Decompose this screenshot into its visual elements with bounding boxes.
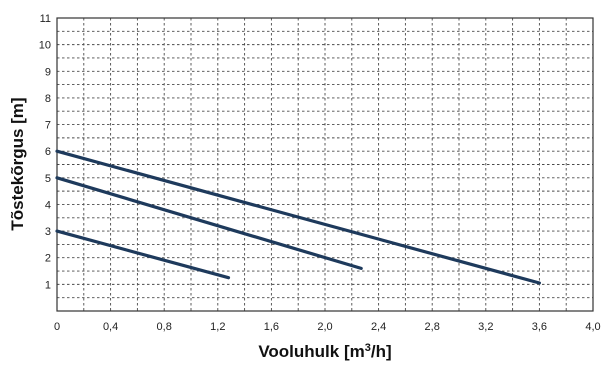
x-tick-label: 1,6 [264, 321, 279, 333]
series-group [55, 149, 542, 285]
pump-curve-line-3 [55, 149, 542, 285]
y-tick-label: 8 [45, 93, 51, 105]
y-tick-label: 1 [45, 279, 51, 291]
plot-frame [56, 17, 594, 312]
y-tick-label: 4 [45, 199, 51, 211]
y-axis-title: Tõstekõrgus [m] [8, 97, 27, 230]
y-tick-label: 11 [40, 13, 51, 25]
x-tick-label: 2,8 [425, 321, 440, 333]
x-tick-label: 1,2 [210, 321, 225, 333]
y-tick-label: 7 [45, 120, 51, 132]
x-axis-title: Vooluhulk [m3/h] [258, 342, 391, 361]
x-tick-label: 2,0 [317, 321, 332, 333]
x-tick-labels: 0 0,4 0,8 1,2 1,6 2,0 2,4 2,8 3,2 3,6 4,0 [54, 321, 601, 333]
pump-curve-line-1 [55, 229, 231, 280]
pump-curve-line-2 [55, 176, 363, 270]
x-tick-label: 0,4 [103, 321, 118, 333]
y-tick-label: 10 [39, 40, 51, 52]
x-tick-label: 3,6 [532, 321, 547, 333]
y-tick-label: 5 [45, 173, 51, 185]
y-tick-label: 6 [45, 146, 51, 158]
y-tick-label: 2 [45, 253, 51, 265]
x-tick-label: 0,8 [157, 321, 172, 333]
y-tick-labels: 1 2 3 4 5 6 7 8 9 10 11 [39, 13, 51, 291]
x-tick-label: 2,4 [371, 321, 386, 333]
y-tick-label: 9 [45, 66, 51, 78]
grid [57, 17, 593, 311]
x-tick-label: 0 [54, 321, 60, 333]
x-tick-label: 4,0 [585, 321, 600, 333]
x-tick-label: 3,2 [478, 321, 493, 333]
y-tick-label: 3 [45, 226, 51, 238]
